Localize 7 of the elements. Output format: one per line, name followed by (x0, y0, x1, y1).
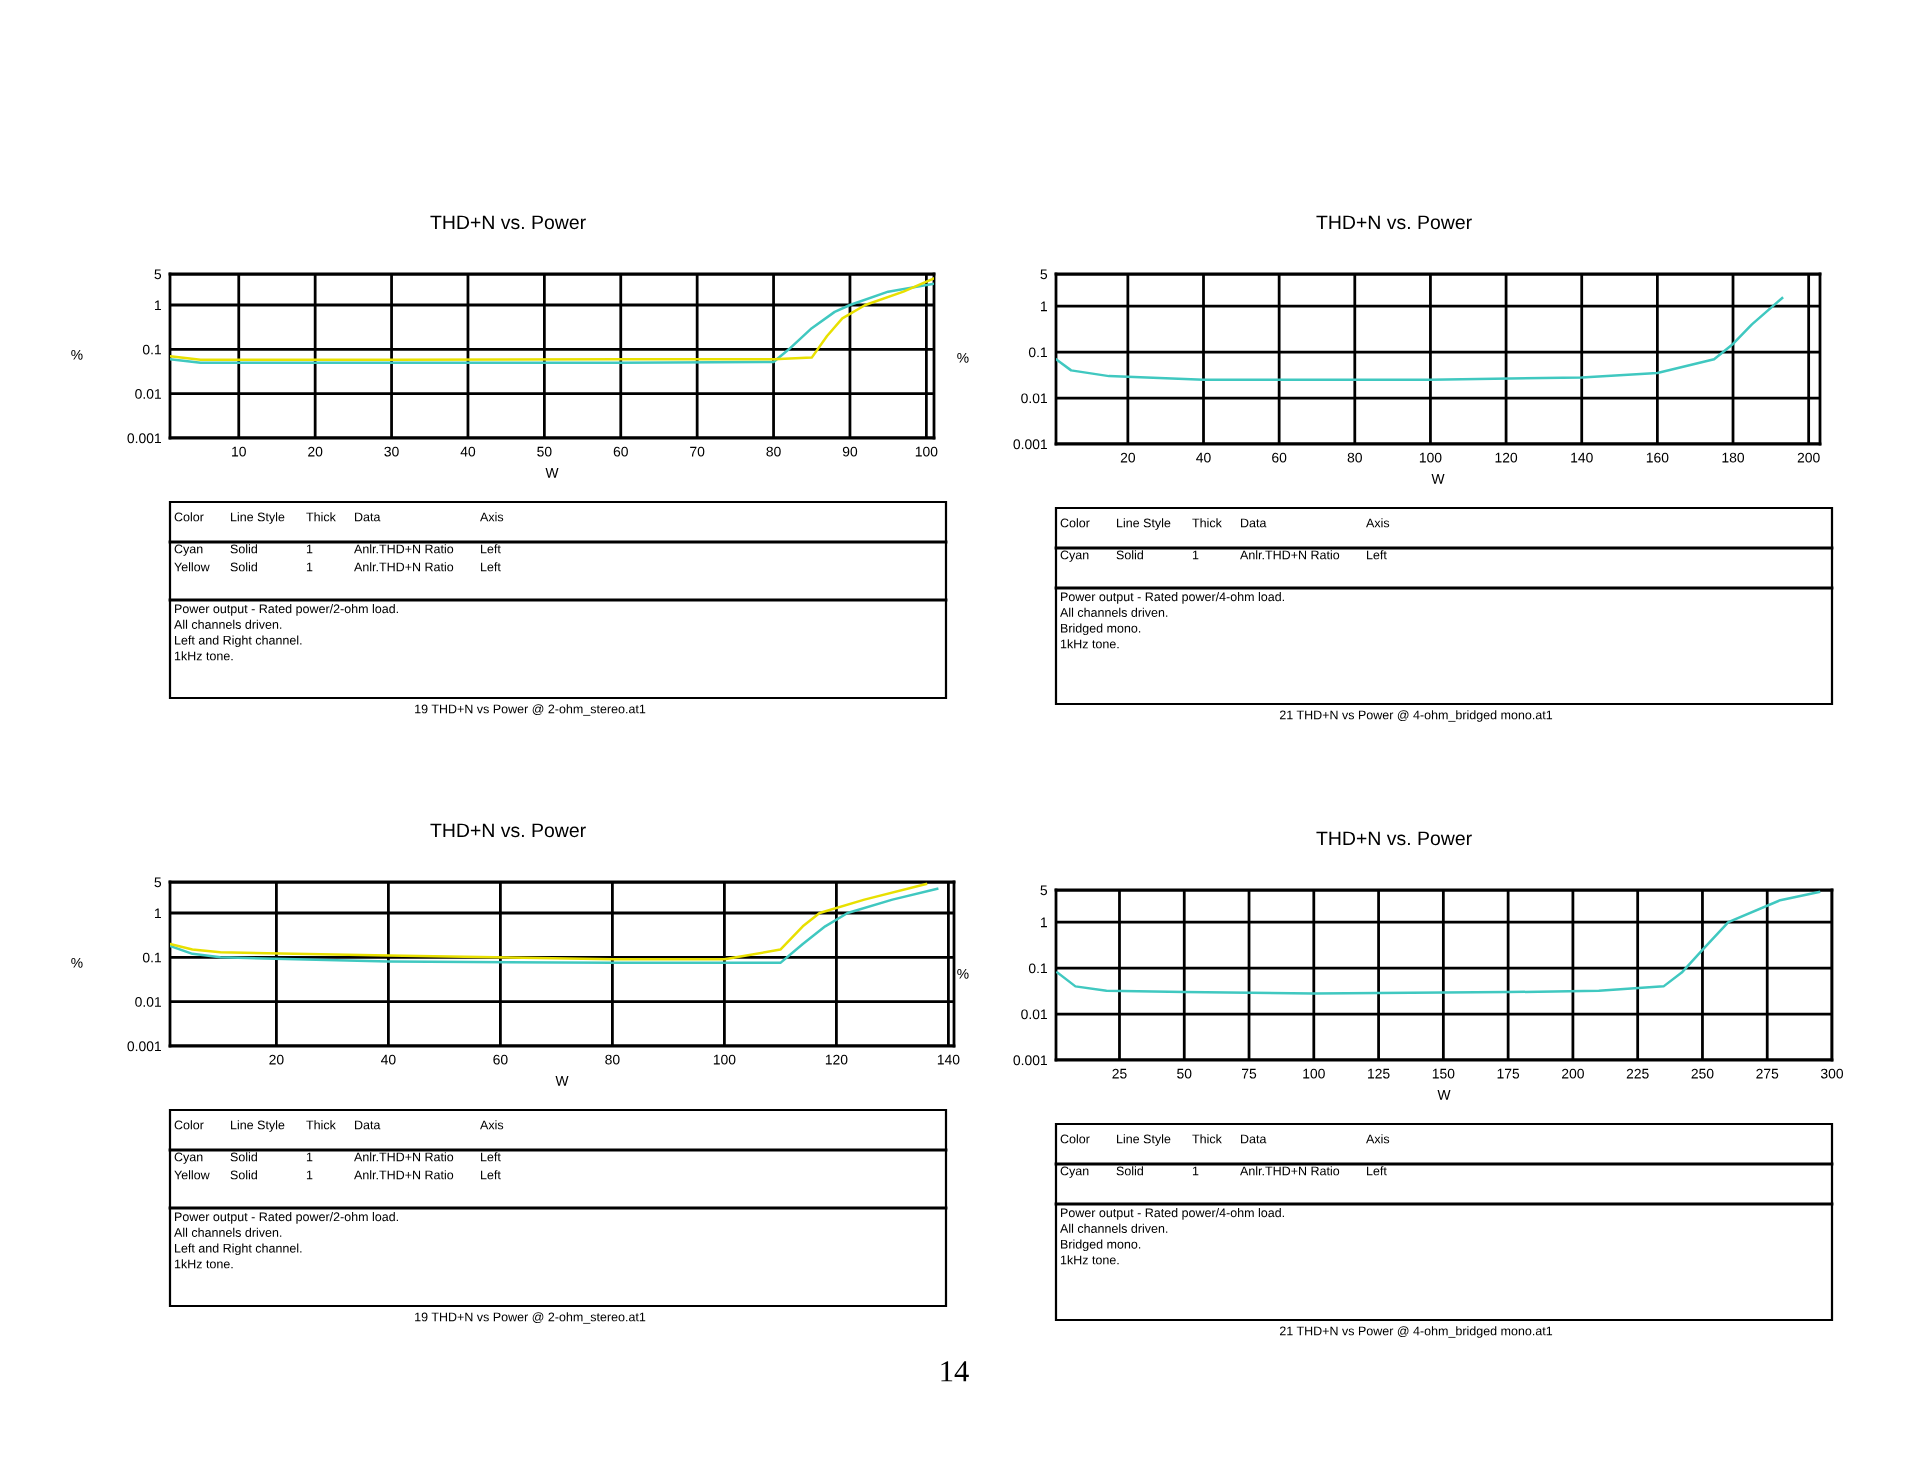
chart-title: THD+N vs. Power (430, 215, 586, 230)
line-series (1056, 890, 1821, 995)
line-series (1056, 296, 1784, 381)
chart-title: THD+N vs. Power (430, 823, 586, 838)
chart-title: THD+N vs. Power (1316, 831, 1472, 846)
chart-title: THD+N vs. Power (1316, 215, 1472, 230)
text: 14 (941, 1361, 969, 1382)
